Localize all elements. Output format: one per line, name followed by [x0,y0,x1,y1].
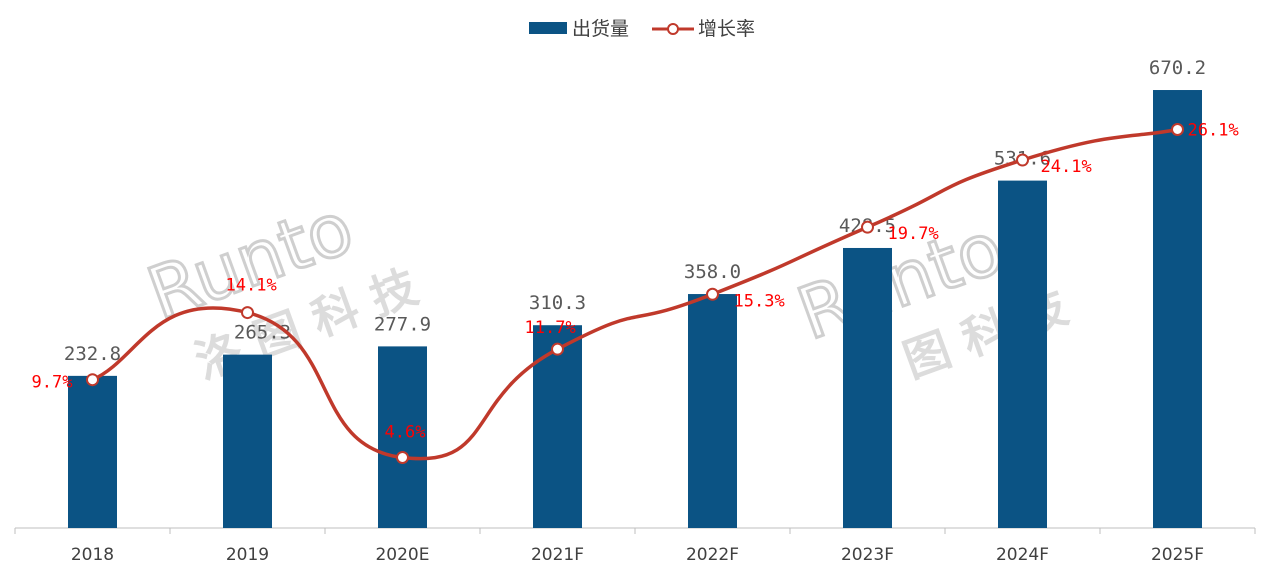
bar-series [68,90,1202,529]
growth-value-label: 24.1% [1041,157,1092,177]
growth-value-label: 9.7% [32,373,73,393]
bar-value-label: 670.2 [1149,57,1206,79]
x-tick-label: 2023F [841,545,894,565]
growth-marker-2021F [551,342,564,356]
x-axis-labels: 2018 2019 2020E 2021F 2022F 2023F 2024F 2025F [71,545,1204,565]
growth-marker-2025F [1171,123,1184,136]
x-axis-ticks [14,528,1256,534]
x-tick-label: 2018 [71,545,114,565]
growth-value-label: 11.7% [525,318,576,338]
growth-value-label: 15.3% [734,291,785,311]
bar-2022F [688,294,737,528]
bar-value-label: 310.3 [529,292,586,314]
growth-marker-2022F [706,287,719,301]
bar-value-label: 277.9 [374,313,431,335]
bar-value-label: 358.0 [684,261,741,283]
x-tick-label: 2022F [686,545,739,565]
legend-line-marker [667,23,679,35]
growth-marker-2024F [1016,153,1029,167]
growth-marker-2023F [861,220,874,234]
growth-value-label: 4.6% [385,423,426,443]
bar-2019 [223,354,272,528]
bar-value-label: 232.8 [64,343,121,365]
bar-value-label: 265.3 [234,322,291,344]
growth-marker-2018 [86,373,99,387]
growth-marker-2020E [396,451,409,464]
legend-line-label: 增长率 [698,18,755,40]
bar-2025F [1153,90,1202,529]
bar-2018 [68,375,117,528]
bar-2023F [843,247,892,528]
x-tick-label: 2021F [531,545,584,565]
growth-value-label: 14.1% [226,276,277,296]
legend-bar-swatch [529,22,567,34]
growth-line [91,127,1178,461]
growth-value-labels: 9.7% 14.1% 4.6% 11.7% 15.3% 19.7% 24.1% 26.1% [32,121,1239,443]
growth-marker-2019 [241,306,254,320]
growth-markers [86,123,1184,464]
x-tick-label: 2025F [1151,545,1204,565]
legend-bar-label: 出货量 [572,18,629,40]
growth-value-label: 26.1% [1188,121,1239,141]
x-tick-label: 2020E [375,545,429,565]
x-tick-label: 2019 [226,545,269,565]
legend: 出货量 增长率 [529,18,755,40]
growth-value-label: 19.7% [888,224,939,244]
bar-2020E [378,346,427,528]
bar-2024F [998,180,1047,528]
x-tick-label: 2024F [996,545,1049,565]
